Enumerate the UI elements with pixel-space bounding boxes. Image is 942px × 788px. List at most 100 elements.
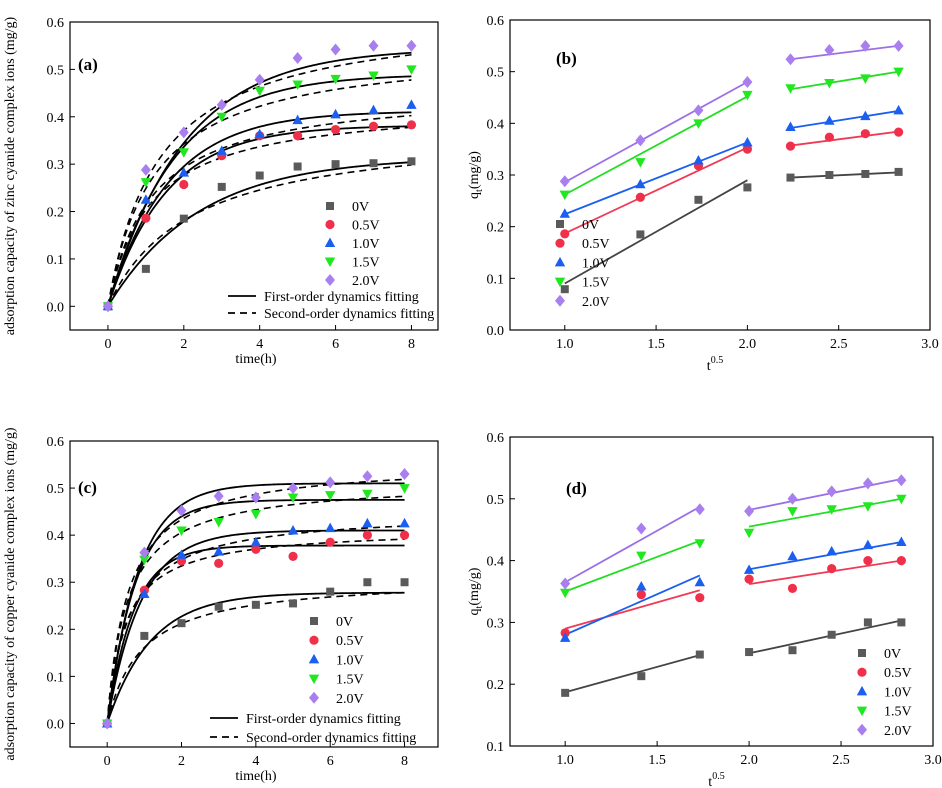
y-tick-label: 0.1	[47, 670, 65, 685]
data-point	[325, 522, 336, 533]
data-point	[325, 537, 335, 547]
y-axis-label: adsorption capacity of zinc cyanide comp…	[3, 16, 18, 335]
y-tick-label: 0.6	[47, 435, 65, 450]
x-axis-label: t0.5	[708, 771, 724, 788]
data-point	[330, 108, 341, 119]
data-point	[213, 517, 224, 528]
data-point	[896, 536, 907, 547]
legend-marker	[326, 202, 334, 210]
linear-fit-line-2	[748, 619, 902, 655]
data-point	[636, 589, 646, 600]
y-tick-label: 0.1	[47, 253, 65, 268]
data-point	[863, 618, 872, 627]
data-point	[287, 524, 299, 535]
y-tick-label: 0.2	[47, 206, 65, 221]
data-point	[214, 558, 224, 569]
data-point	[827, 564, 837, 574]
x-axis-label: time(h)	[235, 352, 277, 367]
data-point	[139, 555, 150, 566]
legend: 0V 0.5V 1.0V 1.5V 2.0V	[554, 218, 610, 310]
y-axis-label: qt(mg/g)	[467, 151, 485, 199]
x-tick-label: 0	[104, 754, 111, 769]
panel-label: (c)	[78, 478, 97, 497]
data-point	[693, 155, 704, 165]
data-point	[331, 160, 340, 169]
y-axis-label: qt(mg/g)	[467, 567, 485, 615]
legend-marker	[554, 277, 566, 288]
legend-label: 1.0V	[582, 256, 610, 271]
linear-fit-line-2	[748, 497, 902, 528]
legend-marker	[308, 653, 320, 664]
data-point	[893, 39, 904, 52]
x-tick-label: 6	[327, 754, 334, 769]
data-point	[369, 159, 378, 168]
data-point	[178, 167, 190, 177]
data-point	[860, 129, 870, 139]
legend-marker	[858, 649, 866, 657]
panel-b: 1.0 1.5 2.0 2.5 3.0 0.0 0.1 0.2 0.3 0.4 0.5 0.6 (b) t…	[467, 14, 939, 374]
data-point	[897, 618, 906, 627]
data-point	[893, 104, 904, 115]
y-tick-label: 0.1	[487, 740, 505, 755]
data-point	[744, 574, 754, 584]
x-axis-label: t0.5	[707, 355, 723, 374]
panel-label: (b)	[556, 49, 577, 68]
y-tick-label: 0.4	[487, 555, 505, 570]
y-tick-label: 0.2	[487, 678, 505, 693]
x-tick-label: 2.5	[830, 337, 848, 352]
x-tick-label: 8	[408, 337, 415, 352]
data-point	[860, 74, 871, 84]
data-point	[140, 194, 152, 204]
x-tick-label: 8	[401, 754, 408, 769]
data-point	[399, 530, 410, 540]
data-point	[825, 171, 834, 179]
linear-fit-line-2	[790, 70, 899, 91]
legend-label: First-order dynamics fitting	[264, 290, 419, 305]
x-tick-label: 1.0	[556, 753, 574, 768]
first-order-fit-curve	[106, 591, 405, 724]
data-point	[139, 588, 150, 598]
data-point	[250, 509, 262, 520]
legend-marker	[856, 685, 868, 696]
data-point	[362, 530, 372, 540]
legend-label: 0.5V	[582, 237, 610, 252]
data-point	[787, 492, 798, 505]
data-point	[559, 588, 571, 599]
legend-marker	[856, 706, 868, 717]
legend-marker	[325, 219, 335, 230]
data-point	[826, 545, 837, 556]
data-point	[250, 536, 262, 547]
data-point	[216, 112, 227, 123]
data-point	[216, 98, 227, 111]
data-points	[559, 474, 907, 697]
data-point	[826, 485, 837, 498]
data-point	[824, 79, 835, 89]
first-order-fit-curve	[107, 161, 412, 307]
first-order-fit-curve	[106, 482, 405, 724]
linear-fit-line-2	[790, 130, 899, 147]
linear-fit-line-2	[748, 478, 902, 511]
data-point	[785, 141, 796, 151]
first-order-fit-curve	[107, 111, 412, 307]
legend-label: First-order dynamics fitting	[246, 712, 401, 727]
y-tick-label: 0.0	[487, 324, 505, 339]
data-point	[368, 39, 379, 52]
data-point	[325, 476, 336, 489]
data-point	[695, 650, 704, 659]
y-tick-label: 0.4	[47, 111, 65, 126]
data-point	[400, 578, 409, 587]
data-point	[251, 544, 261, 554]
data-point	[178, 148, 190, 158]
data-point	[560, 577, 571, 590]
data-point	[788, 646, 797, 655]
data-point	[743, 528, 755, 539]
legend-label: 0V	[352, 200, 369, 215]
data-point	[406, 39, 417, 52]
legend-marker	[857, 667, 867, 677]
data-point	[251, 600, 260, 609]
data-point	[293, 131, 303, 141]
legend-label: 0V	[884, 647, 901, 662]
x-tick-label: 1.5	[647, 337, 665, 352]
y-tick-label: 0.3	[47, 158, 65, 173]
panel-c: 0 2 4 6 8 0.0 0.1 0.2 0.3 0.4 0.5 0.6 (c) time(h) adso…	[3, 427, 439, 784]
